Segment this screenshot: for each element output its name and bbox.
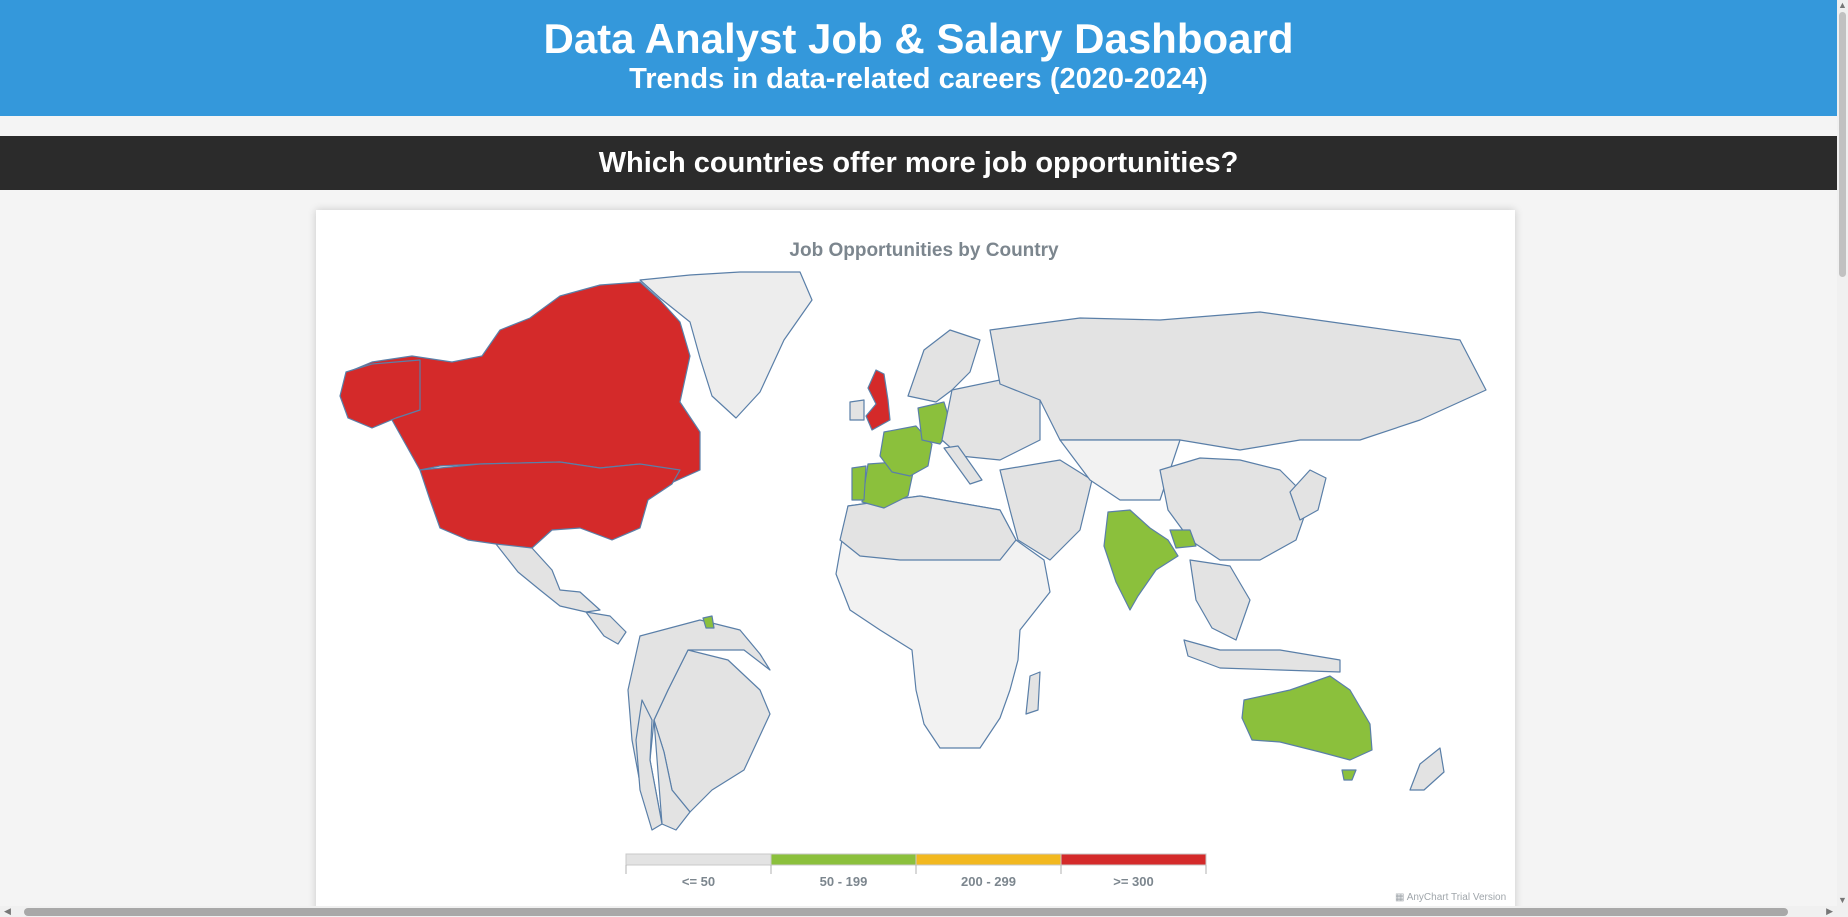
legend-label-3: >= 300 xyxy=(1113,874,1154,889)
country-japan[interactable] xyxy=(1289,469,1327,521)
country-french-guiana[interactable] xyxy=(702,615,715,629)
country-south-america[interactable] xyxy=(627,619,771,827)
legend-label-1: 50 - 199 xyxy=(819,874,868,889)
country-portugal[interactable] xyxy=(851,465,867,501)
section-heading: Which countries offer more job opportuni… xyxy=(0,136,1837,190)
country-central-america[interactable] xyxy=(585,611,627,645)
page-title: Data Analyst Job & Salary Dashboard xyxy=(543,15,1294,62)
country-middle-east[interactable] xyxy=(999,459,1093,561)
country-canada[interactable] xyxy=(347,281,701,489)
country-russia[interactable] xyxy=(989,311,1487,451)
country-mexico[interactable] xyxy=(495,543,601,613)
legend-label-0: <= 50 xyxy=(681,874,716,889)
country-madagascar[interactable] xyxy=(1025,671,1041,715)
country-southeast-asia[interactable] xyxy=(1189,559,1251,641)
country-india[interactable] xyxy=(1103,509,1179,611)
scroll-right-icon[interactable]: ▶ xyxy=(1826,906,1833,916)
country-france[interactable] xyxy=(879,425,933,477)
country-central-asia[interactable] xyxy=(1059,439,1181,501)
legend-swatch-0[interactable] xyxy=(625,853,772,866)
scroll-down-icon[interactable]: ▼ xyxy=(1838,895,1847,905)
page-subtitle: Trends in data-related careers (2020-202… xyxy=(629,63,1208,95)
country-ireland[interactable] xyxy=(849,399,865,421)
dashboard-header: Data Analyst Job & Salary Dashboard Tren… xyxy=(0,0,1837,116)
vertical-scroll-thumb[interactable] xyxy=(1839,12,1846,277)
horizontal-scrollbar[interactable]: ◀ ▶ xyxy=(0,906,1837,917)
scroll-up-icon[interactable]: ▲ xyxy=(1838,0,1847,10)
horizontal-scroll-thumb[interactable] xyxy=(24,908,1788,916)
country-tasmania[interactable] xyxy=(1341,769,1357,781)
credits-text: AnyChart Trial Version xyxy=(1406,892,1507,903)
scroll-left-icon[interactable]: ◀ xyxy=(4,906,11,916)
legend-swatch-3[interactable] xyxy=(1060,853,1207,866)
country-united-kingdom[interactable] xyxy=(865,369,891,431)
country-nepal[interactable] xyxy=(1169,529,1197,549)
country-alaska[interactable] xyxy=(339,359,421,429)
country-north-africa[interactable] xyxy=(839,495,1017,561)
chart-title: Job Opportunities by Country xyxy=(789,240,1059,261)
country-indonesia[interactable] xyxy=(1183,639,1341,673)
country-new-zealand[interactable] xyxy=(1409,747,1445,791)
country-scandinavia[interactable] xyxy=(907,329,981,403)
country-chile[interactable] xyxy=(635,699,663,831)
legend-label-2: 200 - 299 xyxy=(961,874,1016,889)
country-greenland[interactable] xyxy=(639,271,813,419)
chart-credits[interactable]: ▦ AnyChart Trial Version xyxy=(1395,892,1507,903)
legend-swatch-2[interactable] xyxy=(915,853,1062,866)
country-united-states[interactable] xyxy=(419,461,681,569)
vertical-scrollbar[interactable]: ▲ ▼ xyxy=(1837,0,1848,917)
legend-swatch-1[interactable] xyxy=(770,853,917,866)
country-australia[interactable] xyxy=(1241,675,1373,761)
country-italy[interactable] xyxy=(943,445,983,485)
